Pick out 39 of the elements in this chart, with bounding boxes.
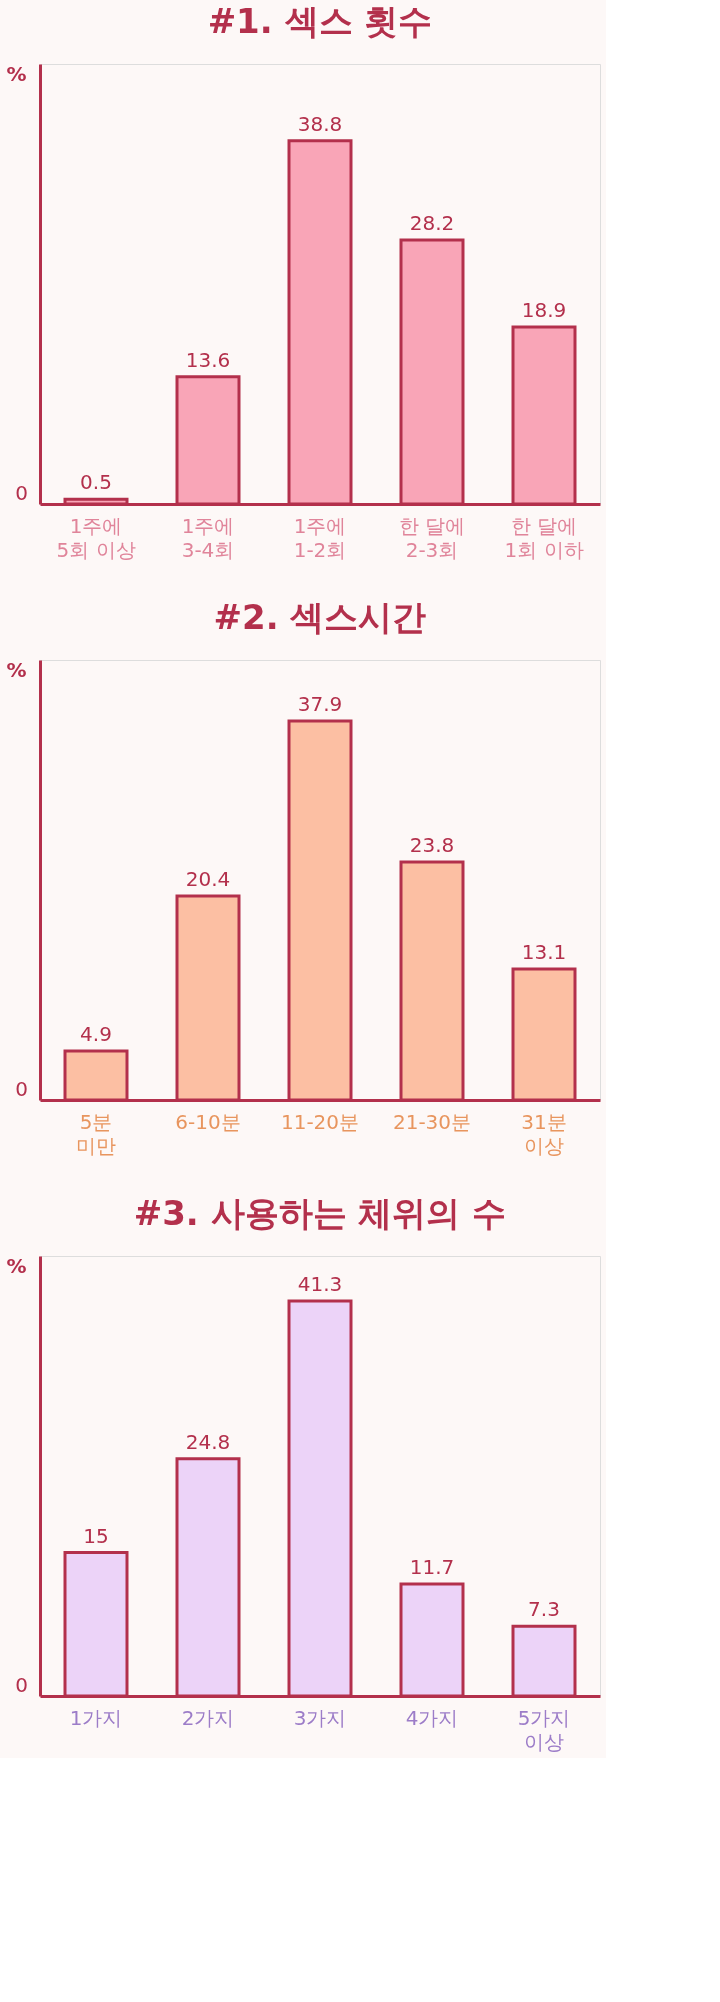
data-label: 4.9 bbox=[80, 1022, 112, 1046]
data-label: 11.7 bbox=[409, 1555, 455, 1580]
text: 0 bbox=[15, 1077, 28, 1101]
x-tick-label: 31분 이상 bbox=[521, 1109, 567, 1158]
x-tick-label: 5분 미만 bbox=[76, 1109, 116, 1158]
x-tick-label: 한 달에 1회 이하 bbox=[504, 513, 584, 562]
x-tick-label: 21-30분 bbox=[392, 1109, 472, 1134]
chart-title: #2. 섹스시간 bbox=[213, 597, 427, 637]
y-axis-title: % bbox=[6, 61, 27, 86]
data-label: 23.8 bbox=[409, 833, 455, 857]
x-tick-label: 1주에 3-4회 bbox=[181, 513, 235, 562]
x-tick-label: 2가지 bbox=[181, 1705, 235, 1730]
x-tick-label: 한 달에 2-3회 bbox=[398, 513, 466, 562]
y-axis-title: % bbox=[6, 657, 27, 682]
x-tick-label: 6-10분 bbox=[175, 1109, 241, 1134]
x-tick-label: 11-20분 bbox=[280, 1109, 360, 1134]
x-tick-label: 1주에 5회 이상 bbox=[56, 513, 136, 562]
data-label: 37.9 bbox=[297, 692, 343, 716]
chart-title: #3. 사용하는 체위의 수 bbox=[133, 1193, 507, 1233]
data-label: 0.5 bbox=[80, 470, 112, 495]
x-tick-label: 5가지 이상 bbox=[517, 1705, 571, 1754]
x-tick-label: 1주에 1-2회 bbox=[293, 513, 347, 562]
y-axis-title: % bbox=[6, 1253, 27, 1278]
data-label: 15 bbox=[83, 1523, 109, 1548]
data-label: 7.3 bbox=[528, 1597, 560, 1622]
x-tick-label: 3가지 bbox=[293, 1705, 347, 1730]
text: 0 bbox=[15, 1673, 28, 1697]
data-label: 13.6 bbox=[185, 347, 231, 372]
data-label: 13.1 bbox=[521, 940, 567, 964]
x-tick-label: 1가지 bbox=[69, 1705, 123, 1730]
text: 0 bbox=[15, 481, 28, 505]
data-label: 28.2 bbox=[409, 211, 455, 235]
x-tick-label: 4가지 bbox=[405, 1705, 459, 1730]
data-label: 18.9 bbox=[521, 298, 567, 323]
data-label: 41.3 bbox=[297, 1271, 343, 1296]
data-label: 20.4 bbox=[185, 867, 231, 891]
data-label: 24.8 bbox=[185, 1429, 231, 1454]
chart-title: #1. 섹스 횟수 bbox=[207, 1, 433, 41]
data-label: 38.8 bbox=[297, 111, 343, 136]
